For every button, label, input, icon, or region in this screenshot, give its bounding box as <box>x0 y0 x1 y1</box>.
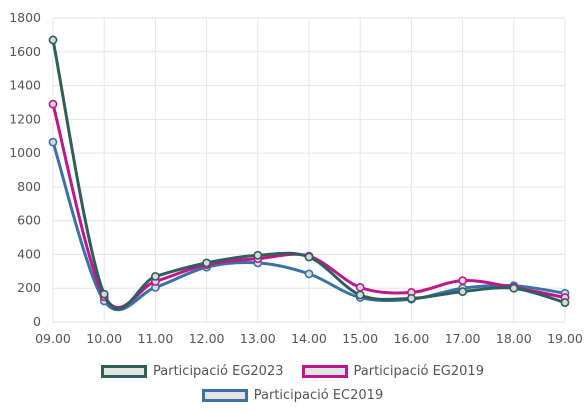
x-tick-label: 14.00 <box>291 331 327 346</box>
y-tick-label: 1400 <box>9 78 41 93</box>
y-tick-label: 1200 <box>9 111 41 126</box>
data-point[interactable] <box>202 258 211 268</box>
x-tick-label: 13.00 <box>240 331 276 346</box>
y-axis-ticks: 0 200 400 600 800 1000 1200 1400 1600 1800 <box>9 10 41 329</box>
data-point[interactable] <box>304 269 314 279</box>
series-0 <box>48 35 570 311</box>
legend-label-eg2019: Participació EG2019 <box>353 364 484 379</box>
series-layer <box>48 35 570 312</box>
data-point[interactable] <box>48 99 58 109</box>
y-tick-label: 0 <box>33 314 41 329</box>
data-point[interactable] <box>304 252 314 262</box>
data-point[interactable] <box>406 293 416 303</box>
data-point[interactable] <box>458 276 467 286</box>
legend-row-1: Participació EG2023 Participació EG2019 <box>0 364 585 379</box>
x-tick-label: 09.00 <box>35 331 71 346</box>
data-point[interactable] <box>355 290 365 300</box>
y-tick-label: 200 <box>17 280 41 295</box>
x-tick-label: 19.00 <box>547 331 583 346</box>
x-tick-label: 11.00 <box>138 331 174 346</box>
x-tick-label: 16.00 <box>394 331 430 346</box>
legend-swatch-eg2023 <box>101 365 148 378</box>
data-point[interactable] <box>48 35 58 45</box>
y-tick-label: 400 <box>17 246 41 261</box>
legend-label-ec2019: Participació EC2019 <box>253 388 384 403</box>
y-tick-label: 1800 <box>9 10 41 25</box>
data-point[interactable] <box>509 283 519 293</box>
legend-item-ec2019[interactable]: Participació EC2019 <box>201 388 384 403</box>
x-tick-label: 18.00 <box>496 331 532 346</box>
legend-swatch-eg2019 <box>301 365 348 378</box>
x-axis-ticks: 09.00 10.00 11.00 12.00 13.00 14.00 15.00 16.00… <box>35 331 583 346</box>
data-point[interactable] <box>253 250 263 260</box>
y-tick-label: 600 <box>17 213 41 228</box>
data-point[interactable] <box>355 282 365 292</box>
x-tick-label: 15.00 <box>342 331 378 346</box>
data-point[interactable] <box>150 271 160 281</box>
y-tick-label: 1600 <box>9 44 41 59</box>
x-tick-label: 10.00 <box>86 331 122 346</box>
legend-label-eg2023: Participació EG2023 <box>153 364 284 379</box>
data-point[interactable] <box>48 137 58 147</box>
legend-swatch-ec2019 <box>201 389 248 402</box>
data-point[interactable] <box>560 298 570 307</box>
legend-item-eg2023[interactable]: Participació EG2023 <box>101 364 284 379</box>
data-point[interactable] <box>458 287 467 296</box>
legend-row-2: Participació EC2019 <box>0 388 585 403</box>
x-tick-label: 17.00 <box>445 331 481 346</box>
y-tick-label: 1000 <box>9 145 41 160</box>
y-tick-label: 800 <box>17 179 41 194</box>
legend-item-eg2019[interactable]: Participació EG2019 <box>301 364 484 379</box>
x-tick-label: 12.00 <box>189 331 225 346</box>
data-point[interactable] <box>99 289 109 299</box>
